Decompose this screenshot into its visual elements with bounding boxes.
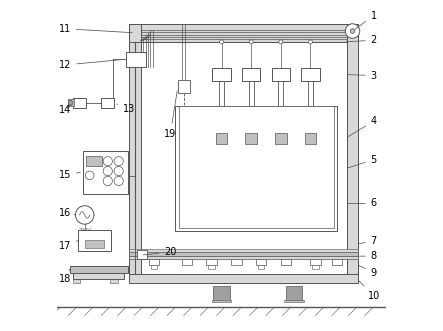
Circle shape (103, 176, 113, 186)
Bar (178, 80, 190, 93)
Text: 2: 2 (346, 35, 377, 45)
Text: 19: 19 (164, 91, 177, 139)
Text: 11: 11 (59, 24, 132, 34)
Bar (129, 256, 358, 260)
Bar (86, 156, 102, 166)
Text: 220V: 220V (78, 228, 91, 233)
Text: 13: 13 (117, 104, 135, 115)
Bar (73, 273, 81, 283)
Bar (129, 24, 141, 274)
Bar (78, 230, 111, 251)
Text: 7: 7 (359, 236, 377, 246)
Bar (151, 265, 157, 269)
Bar (286, 286, 302, 301)
Bar (149, 260, 159, 265)
Bar (216, 132, 227, 144)
Bar (280, 260, 291, 265)
Bar (85, 240, 105, 248)
Bar (332, 260, 342, 265)
Bar (129, 252, 358, 256)
Bar (213, 286, 230, 301)
Bar (213, 68, 230, 81)
Bar (304, 132, 316, 144)
Text: 15: 15 (59, 170, 80, 180)
Bar (126, 52, 146, 67)
Text: 12: 12 (59, 60, 123, 70)
Text: 6: 6 (348, 198, 377, 209)
Bar (347, 24, 358, 274)
Text: 3: 3 (348, 71, 377, 80)
Bar (129, 274, 358, 283)
Bar (212, 300, 231, 302)
Circle shape (103, 166, 113, 176)
Bar (256, 260, 266, 265)
Bar (301, 68, 319, 81)
Bar (137, 250, 148, 260)
Circle shape (75, 206, 94, 224)
Bar (68, 99, 74, 107)
Bar (245, 132, 257, 144)
Circle shape (249, 40, 253, 44)
Circle shape (114, 176, 123, 186)
Bar (275, 132, 287, 144)
Bar (258, 265, 264, 269)
Bar (206, 260, 217, 265)
Bar (83, 151, 128, 194)
Bar (175, 274, 358, 283)
Circle shape (220, 40, 223, 44)
Bar (73, 273, 124, 279)
Circle shape (114, 157, 123, 166)
Bar (129, 249, 358, 252)
Bar (70, 266, 128, 273)
Bar (272, 68, 290, 81)
Text: 10: 10 (358, 280, 380, 301)
Text: 8: 8 (359, 251, 377, 261)
Circle shape (308, 40, 312, 44)
Bar (110, 273, 118, 283)
Bar (208, 265, 215, 269)
Circle shape (85, 171, 94, 180)
Bar (129, 24, 347, 42)
Circle shape (345, 24, 360, 38)
Bar (179, 106, 334, 228)
Text: 16: 16 (59, 208, 75, 218)
Text: 1: 1 (355, 11, 377, 29)
Text: 5: 5 (348, 155, 377, 168)
Bar (242, 68, 260, 81)
Circle shape (279, 40, 283, 44)
Circle shape (68, 101, 73, 105)
Text: 20: 20 (144, 247, 177, 257)
Circle shape (350, 29, 355, 33)
Text: 14: 14 (59, 105, 71, 115)
Text: 4: 4 (347, 116, 377, 137)
Text: 18: 18 (59, 269, 71, 284)
Bar (101, 98, 114, 108)
Bar (175, 106, 337, 231)
Bar (182, 260, 192, 265)
Circle shape (103, 157, 113, 166)
Bar (73, 98, 86, 108)
Text: 17: 17 (59, 241, 78, 251)
Bar (284, 300, 304, 302)
Circle shape (114, 166, 123, 176)
Bar (312, 265, 319, 269)
Text: 9: 9 (359, 265, 377, 278)
Bar (231, 260, 241, 265)
Bar (310, 260, 321, 265)
